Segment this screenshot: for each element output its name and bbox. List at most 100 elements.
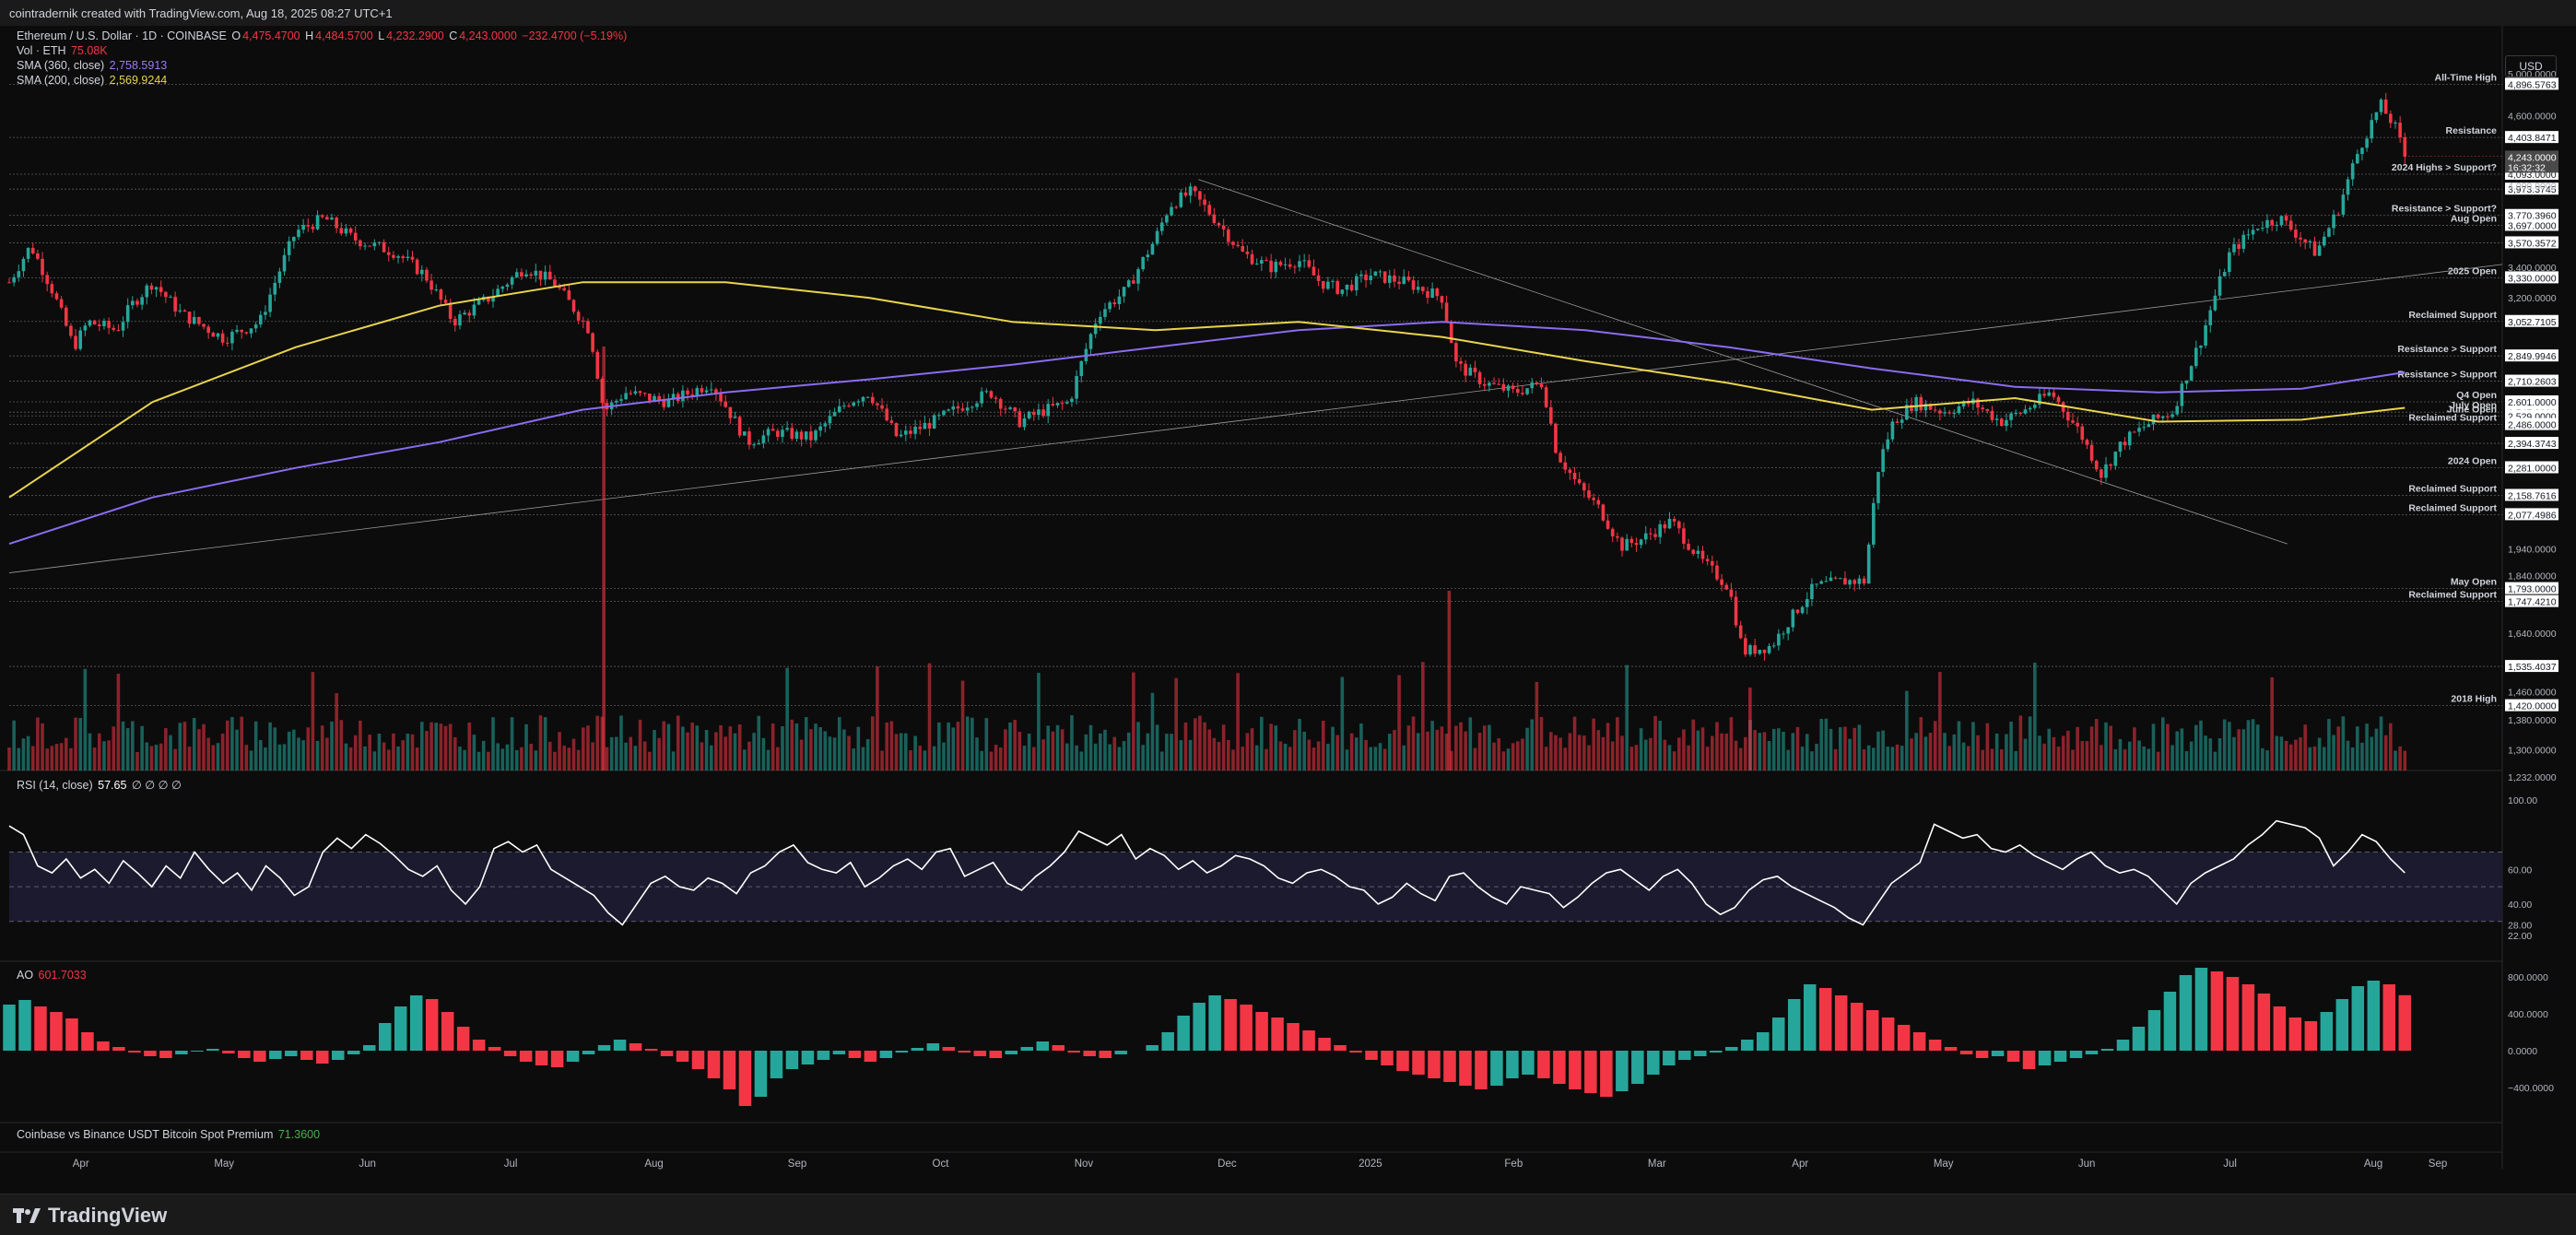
candle-body: [1634, 543, 1639, 546]
price-chart[interactable]: All-Time High 4,896.5763 Resistance 4,403.8…: [0, 26, 2576, 1194]
candle-body: [2403, 137, 2407, 158]
candle-body: [2089, 444, 2094, 461]
volume-bar: [1393, 730, 1396, 770]
volume-bar: [1183, 722, 1188, 770]
candle-body: [889, 420, 894, 424]
volume-bar: [823, 731, 828, 770]
candle-body: [1649, 533, 1653, 535]
volume-bar: [1435, 729, 1440, 770]
ao-bar: [285, 1051, 298, 1056]
volume-bar: [2403, 750, 2407, 770]
volume-bar: [1587, 745, 1591, 770]
candle-body: [1307, 260, 1312, 267]
candle-body: [1426, 290, 1429, 298]
candle-body: [547, 271, 552, 280]
candle-body: [942, 410, 946, 416]
candle-body: [918, 427, 923, 429]
volume-bar: [1440, 726, 1444, 770]
candle-body: [1444, 302, 1449, 322]
premium-label: Coinbase vs Binance USDT Bitcoin Spot Pr…: [17, 1128, 274, 1141]
candle-body: [704, 390, 709, 393]
volume-bar: [595, 715, 600, 770]
volume-bar: [733, 733, 737, 770]
volume-bar: [386, 749, 391, 770]
candle-body: [814, 430, 817, 441]
candle-body: [1724, 584, 1729, 590]
candle-body: [2199, 345, 2203, 348]
chart-area[interactable]: All-Time High 4,896.5763 Resistance 4,403.8…: [0, 26, 2576, 1194]
candle-body: [1572, 473, 1577, 480]
candle-body: [681, 390, 685, 402]
volume-bar: [159, 743, 163, 770]
volume-bar: [2038, 735, 2041, 770]
ao-bar: [1771, 1017, 1785, 1051]
level-label: Reclaimed Support: [2408, 310, 2497, 321]
volume-bar: [1388, 734, 1392, 770]
premium-legend: Coinbase vs Binance USDT Bitcoin Spot Pr…: [17, 1128, 322, 1141]
ao-bar: [378, 1023, 392, 1051]
ao-bar: [1161, 1032, 1174, 1051]
candle-body: [1236, 244, 1240, 247]
volume-bar: [998, 747, 1003, 770]
candle-body: [2275, 225, 2279, 227]
candle-body: [1170, 206, 1173, 216]
volume-bar: [1207, 729, 1212, 770]
candle-body: [553, 279, 557, 287]
ao-bar: [1099, 1051, 1112, 1058]
candle-body: [2042, 394, 2046, 396]
volume-bar: [1663, 739, 1667, 770]
candle-body: [1629, 538, 1634, 544]
volume-bar: [1843, 726, 1847, 770]
descending-trendline: [1198, 179, 2288, 545]
volume-bar: [1549, 732, 1553, 770]
ao-bar: [2194, 968, 2208, 1051]
volume-bar: [2288, 744, 2293, 770]
candle-body: [794, 431, 799, 440]
candle-body: [642, 393, 647, 394]
candle-body: [638, 391, 642, 394]
candle-body: [164, 291, 168, 298]
volume-bar: [558, 732, 561, 770]
candle-body: [1696, 550, 1700, 554]
currency-button[interactable]: USD: [2505, 55, 2557, 77]
ao-bar: [1146, 1045, 1159, 1051]
candle-body: [923, 422, 927, 429]
candle-body: [2241, 234, 2246, 250]
volume-bar: [785, 667, 789, 770]
candle-body: [2360, 147, 2364, 155]
volume-bar: [282, 744, 287, 770]
volume-bar: [420, 722, 424, 770]
candle-body: [947, 409, 950, 411]
volume-bar: [1473, 747, 1477, 770]
candle-body: [828, 416, 832, 424]
volume-bar: [1359, 723, 1363, 770]
volume-bar: [576, 749, 581, 770]
tradingview-logo[interactable]: TradingView: [13, 1204, 167, 1228]
volume-bar: [2394, 750, 2397, 770]
ao-bar: [2038, 1051, 2052, 1065]
candle-body: [69, 325, 73, 336]
candle-body: [870, 396, 875, 404]
candle-body: [1568, 469, 1572, 474]
volume-bar: [2005, 734, 2008, 770]
candle-body: [899, 434, 903, 437]
volume-bar: [619, 715, 623, 770]
candle-body: [1843, 578, 1847, 585]
volume-bar: [1041, 739, 1045, 770]
volume-bar: [1592, 718, 1595, 770]
volume-bar: [268, 722, 272, 770]
volume-bar: [1051, 731, 1055, 770]
volume-bar: [1468, 717, 1473, 770]
candle-body: [781, 429, 784, 437]
level-price-box: [2505, 394, 2558, 407]
ao-bar: [1537, 1051, 1550, 1078]
level-label: Resistance: [2446, 125, 2498, 136]
ao-bar: [879, 1051, 893, 1058]
volume-bar: [547, 741, 552, 770]
candle-body: [2080, 426, 2085, 441]
candle-body: [2374, 112, 2379, 121]
candle-body: [1530, 382, 1535, 389]
candle-body: [766, 429, 770, 436]
premium-value: 71.3600: [277, 1128, 321, 1141]
level-price-box: [2505, 699, 2558, 712]
